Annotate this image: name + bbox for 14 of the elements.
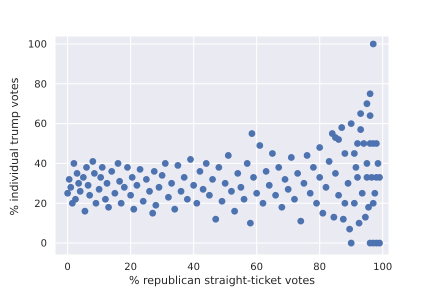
y-tick-label: 100 (28, 40, 47, 51)
x-tick-label: 100 (373, 262, 392, 274)
y-axis-title: % individual trump votes (8, 77, 21, 216)
y-tick-label: 60 (34, 119, 47, 130)
x-axis-title: % republican straight-ticket votes (129, 274, 316, 287)
x-tick-label: 60 (250, 262, 264, 274)
y-tick-label: 40 (34, 158, 47, 170)
y-tick-label: 80 (34, 79, 47, 90)
y-tick-label: 20 (34, 198, 47, 210)
x-tick-label: 20 (124, 262, 137, 274)
y-tick-label: 0 (40, 238, 47, 250)
x-tick-label: 40 (187, 262, 200, 274)
x-tick-label: 80 (313, 262, 326, 274)
x-tick-label: 0 (64, 262, 71, 274)
